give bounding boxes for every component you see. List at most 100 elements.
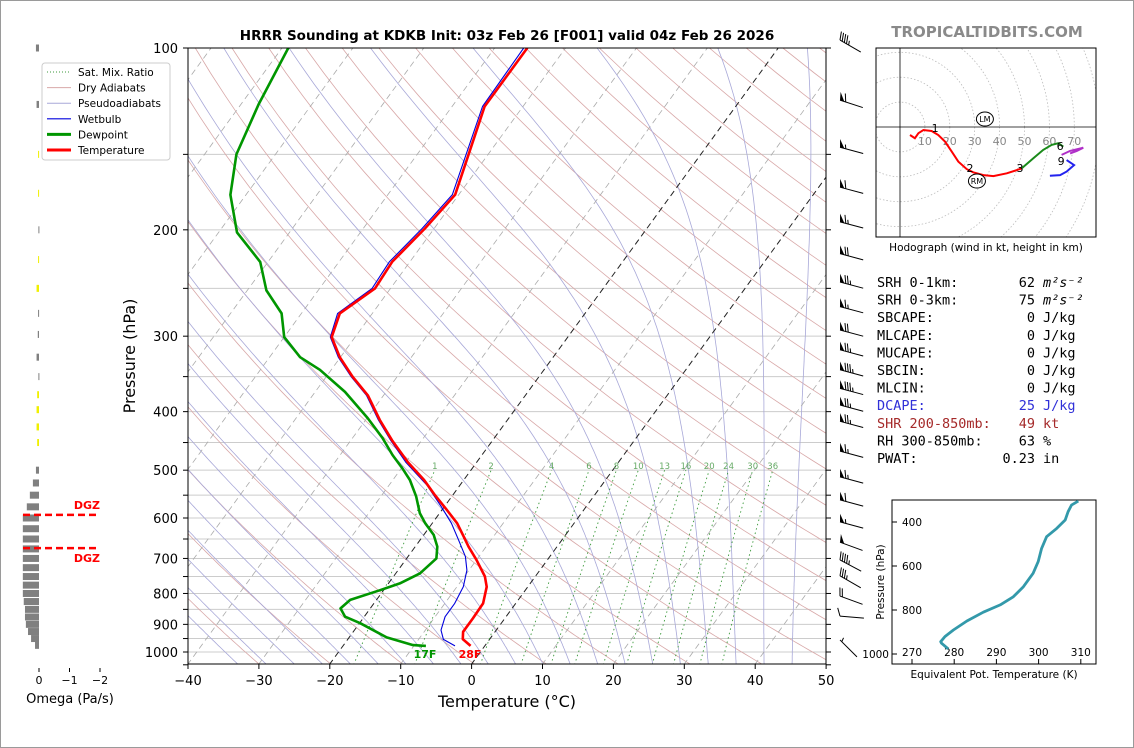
theta-e-x-tick-label: 310 — [1071, 647, 1091, 659]
y-tick-label: 800 — [153, 587, 178, 602]
pseudoadiabat — [370, 48, 681, 664]
omega-bar — [22, 581, 39, 589]
legend-label: Pseudoadiabats — [78, 98, 161, 110]
pseudoadiabat — [188, 435, 407, 664]
omega-bar — [22, 535, 39, 543]
wind-barb-full — [839, 567, 842, 576]
dry-adiabat — [188, 406, 476, 664]
omega-axis-label: Omega (Pa/s) — [26, 692, 114, 707]
dry-adiabat — [231, 48, 826, 582]
mixing-ratio-label: 36 — [767, 462, 778, 472]
stat-unit: in — [1043, 451, 1059, 467]
omega-bar — [22, 554, 39, 562]
pseudoadiabat — [188, 155, 571, 664]
dry-adiabat — [188, 97, 826, 661]
wind-barb-staff — [839, 575, 862, 589]
wind-barb — [839, 442, 864, 458]
y-tick-label: 100 — [153, 42, 178, 57]
wind-barb — [839, 587, 863, 605]
pseudoadiabat — [188, 499, 352, 664]
mixing-ratio-label: 1 — [432, 462, 437, 472]
y-tick-label: 700 — [153, 552, 178, 567]
mixing-ratio-label: 2 — [488, 462, 493, 472]
wind-barb-full — [839, 551, 842, 560]
wind-barb — [839, 491, 864, 507]
stat-label: RH 300-850mb: — [877, 433, 983, 449]
wind-barb — [839, 273, 864, 289]
theta-e-y-label: Pressure (hPa) — [875, 544, 887, 619]
wind-barb — [839, 413, 864, 428]
wind-barb — [839, 361, 864, 377]
wind-barb-full — [846, 398, 849, 408]
isotherm — [188, 48, 283, 178]
temperature-profile — [330, 48, 529, 647]
omega-bar — [38, 150, 40, 158]
wind-barb-staff — [839, 369, 864, 377]
dgz-label: DGZ — [74, 552, 100, 565]
isotherm — [188, 48, 354, 276]
wind-barb-full — [843, 569, 847, 579]
mixing-ratio-line — [699, 470, 754, 664]
wind-barb — [839, 245, 864, 261]
wind-barb-full — [846, 275, 849, 285]
mixing-ratio-label: 4 — [549, 462, 554, 472]
isotherm — [188, 48, 566, 568]
stat-unit: m²s⁻² — [1042, 275, 1084, 291]
mixing-ratio-line — [651, 470, 710, 664]
wind-barb-full — [843, 33, 847, 43]
isotherm — [400, 79, 826, 664]
legend-label: Temperature — [77, 145, 145, 157]
omega-bar — [36, 284, 39, 292]
stat-row: PWAT: 0.23 in — [877, 451, 1059, 467]
wind-barb-full — [837, 607, 841, 617]
isotherm — [188, 48, 495, 470]
wind-barb-full — [844, 414, 847, 423]
x-tick-label: −30 — [245, 674, 272, 689]
stat-row: MUCAPE: 0 J/kg — [877, 345, 1076, 361]
wind-barb — [839, 139, 864, 154]
x-tick-label: −40 — [174, 674, 201, 689]
omega-bar — [36, 353, 39, 361]
stat-unit: m²s⁻² — [1042, 293, 1084, 309]
wind-barb — [839, 298, 864, 314]
dry-adiabat — [194, 48, 826, 621]
wind-barb — [839, 341, 864, 357]
wind-barb-full — [849, 382, 852, 392]
stat-value: 0 — [1027, 310, 1035, 326]
stat-unit: J/kg — [1043, 398, 1076, 414]
stat-label: MLCAPE: — [877, 328, 934, 344]
wind-barb — [839, 380, 864, 396]
wind-barb-full — [843, 553, 847, 563]
stat-value: 0.23 — [1002, 451, 1035, 467]
hodograph-ring-label: 40 — [993, 135, 1007, 148]
wind-barb-staff — [839, 559, 862, 572]
wind-barb-full — [844, 492, 847, 502]
pseudoadiabat — [188, 558, 295, 664]
wind-barb-staff — [839, 387, 864, 396]
mixing-ratio-label: 10 — [633, 462, 644, 472]
hodograph-height-label: 9 — [1058, 155, 1065, 168]
pseudoadiabat — [472, 48, 709, 664]
wind-barb-flag — [840, 298, 845, 308]
wind-barb-half — [841, 637, 844, 642]
mixing-ratio-line — [673, 470, 730, 664]
pseudoadiabat — [188, 400, 434, 664]
theta-e-x-tick-label: 270 — [902, 647, 922, 659]
stat-value: 75 — [1019, 293, 1035, 309]
wind-barb-staff — [839, 615, 864, 619]
dry-adiabat — [341, 48, 826, 470]
wetbulb-profile — [329, 48, 525, 647]
legend-label: Dry Adiabats — [78, 83, 146, 95]
stat-value: 49 — [1019, 416, 1035, 432]
surface-dewpoint-label: 17F — [414, 648, 437, 661]
legend: Sat. Mix. Ratio Dry Adiabats Pseudoadiabat… — [41, 62, 171, 161]
stat-value: 0 — [1027, 328, 1035, 344]
omega-bar — [24, 605, 39, 613]
wind-barb-full — [844, 322, 847, 332]
isotherm — [188, 48, 637, 664]
hodograph-ring-label: 30 — [968, 135, 982, 148]
mixing-ratio-label: 13 — [659, 462, 670, 472]
stat-row: SRH 0-3km: 75 m²s⁻² — [877, 293, 1084, 309]
